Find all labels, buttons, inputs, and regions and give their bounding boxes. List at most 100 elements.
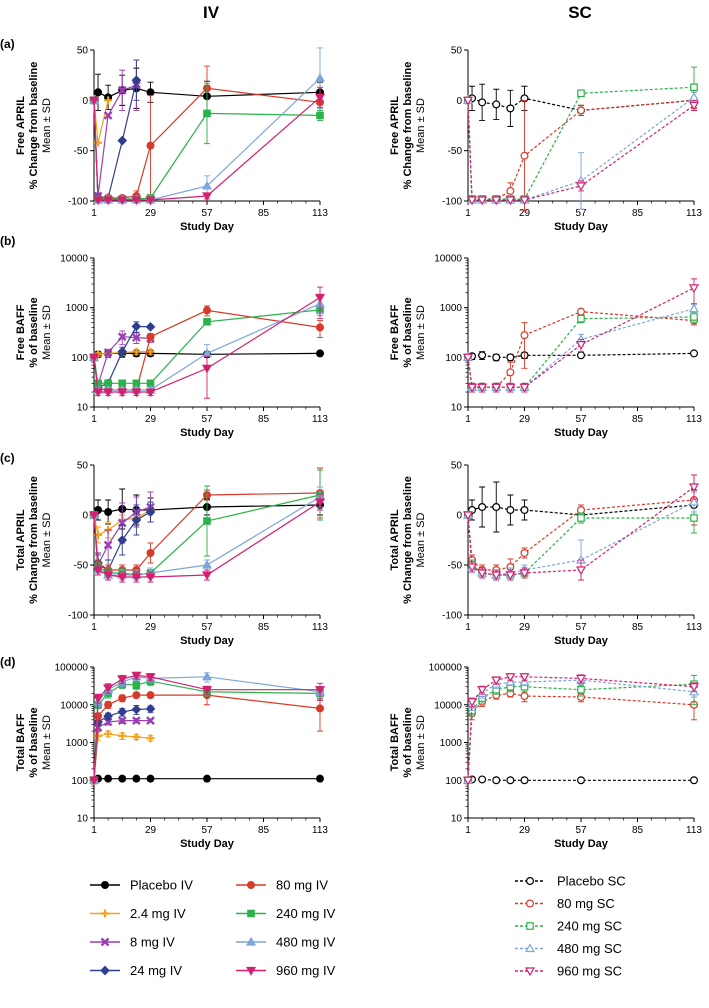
legend-label-placebo-iv: Placebo IV <box>130 878 193 893</box>
y-axis-label-d-iv: Total BAFF <box>15 713 27 771</box>
data-point-b-iv-80-mg-iv <box>146 332 155 341</box>
error-bar-b-iv-960-mg-iv <box>317 286 323 320</box>
x-tick-label-d-iv: 1 <box>91 825 97 836</box>
y-axis-label-2-c-iv: % Change from baseline <box>28 476 40 604</box>
data-point-d-sc-960-mg-sc <box>505 673 516 683</box>
data-point-a-sc-240-mg-sc <box>690 83 698 92</box>
data-point-c-iv-24-mg-iv <box>117 535 128 545</box>
y-tick-label-a-iv: 50 <box>77 46 89 57</box>
data-point-a-iv-placebo-iv <box>146 88 155 97</box>
y-axis-label-3-b-iv: Mean ± SD <box>41 305 53 360</box>
data-point-a-sc-960-mg-sc <box>462 96 474 106</box>
x-tick-label-a-sc: 113 <box>686 208 702 219</box>
data-point-b-sc-placebo-sc <box>478 351 487 360</box>
series-line-d-iv-8-mg-iv <box>93 719 151 781</box>
data-point-c-sc-placebo-sc <box>520 506 529 515</box>
data-point-d-iv-80-mg-iv <box>146 691 155 700</box>
y-tick-label-c-sc: -50 <box>448 561 463 572</box>
data-point-c-sc-960-mg-sc <box>519 569 530 579</box>
data-point-a-iv-8-mg-iv <box>117 85 127 95</box>
x-tick-label-d-iv: 57 <box>201 825 213 836</box>
legend-item-480-mg-iv: 480 mg IV <box>236 935 336 950</box>
legend-label-960-mg-iv: 960 mg IV <box>276 963 336 978</box>
data-point-b-iv-960-mg-iv <box>145 388 156 398</box>
data-point-c-iv-80-mg-iv <box>146 548 155 557</box>
series-d-sc-80-mg-sc <box>464 689 698 785</box>
y-tick-label-d-iv: 10 <box>77 814 89 825</box>
x-tick-label-c-sc: 29 <box>519 622 531 633</box>
data-point-d-iv-960-mg-iv <box>131 671 142 681</box>
x-tick-label-d-iv: 113 <box>312 825 328 836</box>
data-point-b-iv-960-mg-iv <box>93 388 104 398</box>
x-tick-label-b-iv: 1 <box>91 414 97 425</box>
y-tick-label-b-sc: 10 <box>451 403 463 414</box>
series-d-iv-8-mg-iv <box>89 716 155 785</box>
legend-marker-240-mg-sc <box>526 922 534 930</box>
x-tick-label-a-iv: 57 <box>201 208 213 219</box>
data-point-c-sc-80-mg-sc <box>576 506 585 515</box>
data-point-b-iv-960-mg-iv <box>131 388 142 398</box>
data-point-d-sc-placebo-sc <box>492 776 501 785</box>
data-point-b-sc-240-mg-sc <box>577 314 585 323</box>
x-tick-label-a-sc: 1 <box>465 208 471 219</box>
data-point-d-sc-960-mg-sc <box>575 674 587 684</box>
data-point-d-sc-placebo-sc <box>520 776 529 785</box>
data-point-a-sc-960-mg-sc <box>575 182 587 192</box>
data-point-d-iv-80-mg-iv <box>316 704 325 713</box>
data-point-d-sc-placebo-sc <box>689 776 698 785</box>
series-d-sc-placebo-sc <box>464 775 698 785</box>
x-axis-label-a-sc: Study Day <box>554 221 609 233</box>
y-tick-label-a-iv: 0 <box>82 96 88 107</box>
y-axis-label-2-b-iv: % of baseline <box>28 297 40 367</box>
data-point-d-sc-960-mg-sc <box>477 686 488 695</box>
data-point-d-iv-8-mg-iv <box>117 716 127 725</box>
y-tick-label-d-iv: 10000 <box>60 700 88 711</box>
series-d-iv-960-mg-iv <box>88 671 326 786</box>
legend-label-placebo-sc: Placebo SC <box>557 874 626 889</box>
data-point-b-sc-960-mg-sc <box>575 341 587 350</box>
x-tick-label-d-iv: 29 <box>145 825 157 836</box>
legend: Placebo IV 2.4 mg IV 8 mg IV 24 mg IV 80 mg … <box>90 874 626 979</box>
data-point-c-iv-960-mg-iv <box>88 511 100 521</box>
data-point-d-iv-960-mg-iv <box>314 686 326 695</box>
data-point-a-iv-8-mg-iv <box>103 111 113 120</box>
x-tick-label-a-iv: 85 <box>258 208 270 219</box>
data-point-a-iv-24-mg-iv <box>117 135 128 146</box>
data-point-b-sc-960-mg-sc <box>462 353 474 363</box>
data-point-a-iv-240-mg-iv <box>316 111 324 120</box>
x-tick-label-a-iv: 29 <box>145 208 157 219</box>
data-point-d-iv-placebo-iv <box>104 774 113 783</box>
chart-d-sc: 10 100 1000 10000 100000 1 29 57 85 113 Study Day T… <box>389 663 702 851</box>
y-axis-label-c-iv: Total APRIL <box>15 509 27 570</box>
y-tick-label-b-iv: 10 <box>77 403 89 414</box>
data-point-c-sc-960-mg-sc <box>575 566 587 576</box>
data-point-d-sc-960-mg-sc <box>688 683 700 692</box>
legend-marker-80-mg-sc <box>525 899 534 908</box>
y-tick-label-d-sc: 10000 <box>434 700 462 711</box>
data-point-c-iv-24-mg-iv <box>145 507 156 517</box>
data-point-c-sc-960-mg-sc <box>505 571 516 581</box>
x-tick-label-b-iv: 85 <box>258 414 270 425</box>
data-point-d-iv-2-4-mg-iv <box>146 734 155 743</box>
legend-marker-placebo-sc <box>525 876 534 885</box>
legend-label-80-mg-iv: 80 mg IV <box>276 878 328 893</box>
data-point-c-sc-960-mg-sc <box>477 569 488 579</box>
data-point-d-sc-placebo-sc <box>506 776 515 785</box>
chart-d-iv: 10 100 1000 10000 100000 1 29 57 85 113 Study Day T… <box>15 663 328 851</box>
x-tick-label-c-sc: 57 <box>575 622 587 633</box>
x-tick-label-c-sc: 113 <box>686 622 702 633</box>
data-point-a-iv-2-4-mg-iv <box>104 96 113 105</box>
legend-item-960-mg-iv: 960 mg IV <box>236 963 336 978</box>
data-point-b-iv-2-4-mg-iv <box>132 347 141 356</box>
y-axis-label-2-a-iv: % Change from baseline <box>28 62 40 190</box>
data-point-d-iv-placebo-iv <box>132 774 141 783</box>
data-point-a-sc-960-mg-sc <box>491 196 502 206</box>
data-point-a-iv-480-mg-iv <box>314 72 326 82</box>
x-axis-label-d-sc: Study Day <box>554 838 609 850</box>
chart-c-iv: -100 -50 0 50 1 29 57 85 113 Study Day Total APRIL… <box>15 461 328 648</box>
y-axis-label-3-c-sc: Mean ± SD <box>415 512 427 567</box>
chart-a-iv: -100 -50 0 50 1 29 57 85 113 Study Day Free APRIL%… <box>15 46 328 234</box>
y-axis-label-3-a-sc: Mean ± SD <box>415 98 427 153</box>
x-tick-label-a-iv: 1 <box>91 208 97 219</box>
